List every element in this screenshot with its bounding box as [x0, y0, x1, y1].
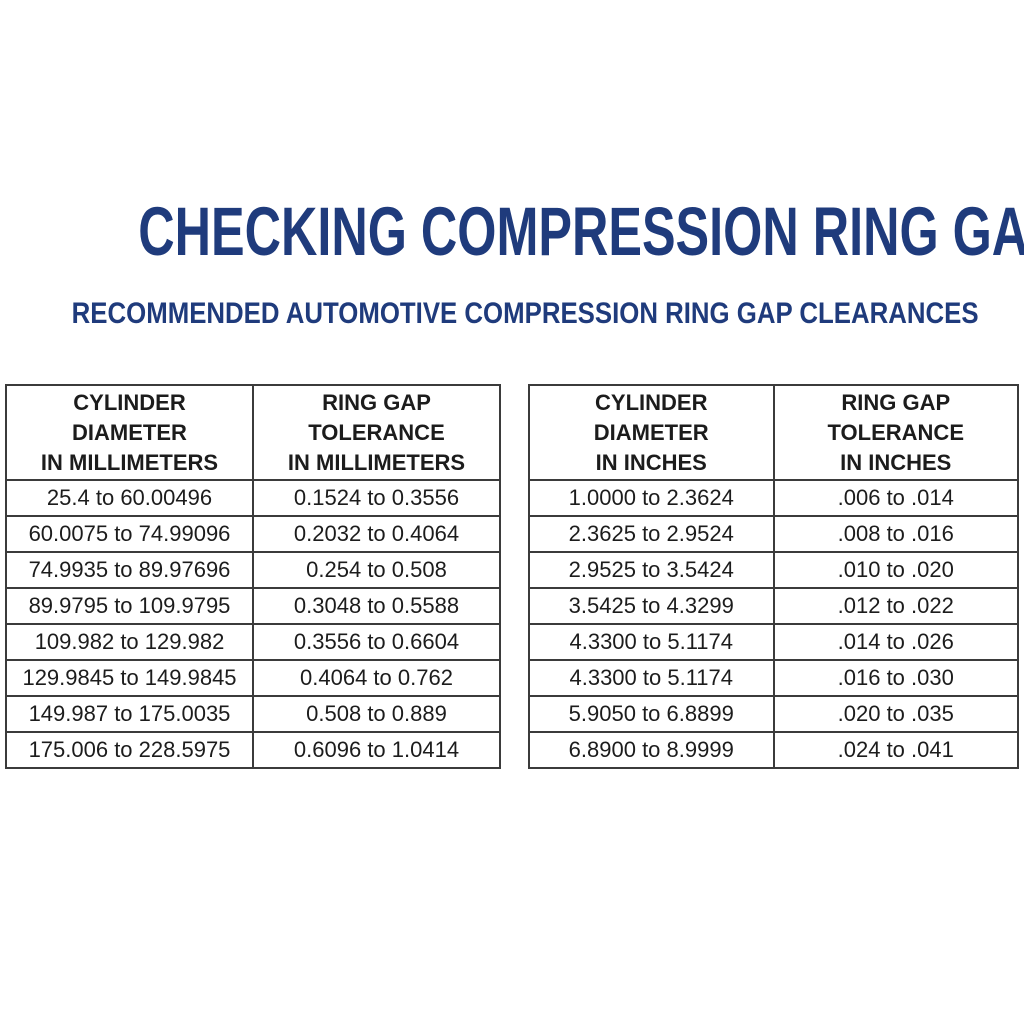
inches-table-body: 1.0000 to 2.3624 .006 to .014 2.3625 to …: [528, 479, 1019, 769]
inch-cylinder-diameter-header: CYLINDER DIAMETER IN INCHES: [528, 384, 775, 481]
inch-diameter-cell: 4.3300 to 5.1174: [528, 659, 775, 697]
header-row: CYLINDER DIAMETER IN MILLIMETERS RING GA…: [5, 384, 501, 481]
inch-tolerance-cell: .008 to .016: [772, 515, 1019, 553]
mm-tolerance-cell: 0.6096 to 1.0414: [252, 731, 501, 769]
mm-diameter-cell: 89.9795 to 109.9795: [5, 587, 254, 625]
mm-diameter-cell: 175.006 to 228.5975: [5, 731, 254, 769]
inch-tolerance-cell: .016 to .030: [772, 659, 1019, 697]
millimeters-table-body: 25.4 to 60.00496 0.1524 to 0.3556 60.007…: [5, 479, 501, 769]
inch-tolerance-cell: .024 to .041: [772, 731, 1019, 769]
millimeters-table-header: CYLINDER DIAMETER IN MILLIMETERS RING GA…: [5, 384, 501, 481]
inch-diameter-cell: 5.9050 to 6.8899: [528, 695, 775, 733]
inch-diameter-cell: 3.5425 to 4.3299: [528, 587, 775, 625]
mm-tolerance-cell: 0.1524 to 0.3556: [252, 479, 501, 517]
inch-diameter-cell: 2.9525 to 3.5424: [528, 551, 775, 589]
table-row: 4.3300 to 5.1174 .014 to .026: [528, 623, 1019, 661]
inch-diameter-cell: 2.3625 to 2.9524: [528, 515, 775, 553]
mm-diameter-cell: 129.9845 to 149.9845: [5, 659, 254, 697]
mm-tolerance-cell: 0.4064 to 0.762: [252, 659, 501, 697]
mm-ring-gap-tolerance-header: RING GAP TOLERANCE IN MILLIMETERS: [252, 384, 501, 481]
table-row: 129.9845 to 149.9845 0.4064 to 0.762: [5, 659, 501, 697]
mm-tolerance-cell: 0.254 to 0.508: [252, 551, 501, 589]
mm-cylinder-diameter-header: CYLINDER DIAMETER IN MILLIMETERS: [5, 384, 254, 481]
table-row: 60.0075 to 74.99096 0.2032 to 0.4064: [5, 515, 501, 553]
inch-diameter-cell: 4.3300 to 5.1174: [528, 623, 775, 661]
table-row: 6.8900 to 8.9999 .024 to .041: [528, 731, 1019, 769]
inch-diameter-cell: 1.0000 to 2.3624: [528, 479, 775, 517]
table-row: 1.0000 to 2.3624 .006 to .014: [528, 479, 1019, 517]
table-row: 109.982 to 129.982 0.3556 to 0.6604: [5, 623, 501, 661]
inches-table: CYLINDER DIAMETER IN INCHES RING GAP TOL…: [528, 384, 1019, 769]
inch-tolerance-cell: .014 to .026: [772, 623, 1019, 661]
header-row: CYLINDER DIAMETER IN INCHES RING GAP TOL…: [528, 384, 1019, 481]
table-row: 25.4 to 60.00496 0.1524 to 0.3556: [5, 479, 501, 517]
inch-tolerance-cell: .010 to .020: [772, 551, 1019, 589]
inch-tolerance-cell: .020 to .035: [772, 695, 1019, 733]
mm-diameter-cell: 25.4 to 60.00496: [5, 479, 254, 517]
page-subtitle: RECOMMENDED AUTOMOTIVE COMPRESSION RING …: [71, 297, 979, 330]
mm-tolerance-cell: 0.508 to 0.889: [252, 695, 501, 733]
mm-tolerance-cell: 0.2032 to 0.4064: [252, 515, 501, 553]
inches-table-header: CYLINDER DIAMETER IN INCHES RING GAP TOL…: [528, 384, 1019, 481]
table-row: 4.3300 to 5.1174 .016 to .030: [528, 659, 1019, 697]
mm-diameter-cell: 109.982 to 129.982: [5, 623, 254, 661]
mm-diameter-cell: 60.0075 to 74.99096: [5, 515, 254, 553]
table-row: 2.9525 to 3.5424 .010 to .020: [528, 551, 1019, 589]
table-row: 149.987 to 175.0035 0.508 to 0.889: [5, 695, 501, 733]
table-row: 3.5425 to 4.3299 .012 to .022: [528, 587, 1019, 625]
tables-container: CYLINDER DIAMETER IN MILLIMETERS RING GA…: [5, 384, 1019, 769]
table-row: 2.3625 to 2.9524 .008 to .016: [528, 515, 1019, 553]
inch-diameter-cell: 6.8900 to 8.9999: [528, 731, 775, 769]
mm-tolerance-cell: 0.3048 to 0.5588: [252, 587, 501, 625]
inch-tolerance-cell: .006 to .014: [772, 479, 1019, 517]
inch-ring-gap-tolerance-header: RING GAP TOLERANCE IN INCHES: [772, 384, 1019, 481]
mm-diameter-cell: 149.987 to 175.0035: [5, 695, 254, 733]
mm-diameter-cell: 74.9935 to 89.97696: [5, 551, 254, 589]
table-row: 89.9795 to 109.9795 0.3048 to 0.5588: [5, 587, 501, 625]
inch-tolerance-cell: .012 to .022: [772, 587, 1019, 625]
table-row: 74.9935 to 89.97696 0.254 to 0.508: [5, 551, 501, 589]
table-row: 175.006 to 228.5975 0.6096 to 1.0414: [5, 731, 501, 769]
mm-tolerance-cell: 0.3556 to 0.6604: [252, 623, 501, 661]
page-title: CHECKING COMPRESSION RING GAPS: [138, 193, 1024, 270]
table-row: 5.9050 to 6.8899 .020 to .035: [528, 695, 1019, 733]
millimeters-table: CYLINDER DIAMETER IN MILLIMETERS RING GA…: [5, 384, 501, 769]
